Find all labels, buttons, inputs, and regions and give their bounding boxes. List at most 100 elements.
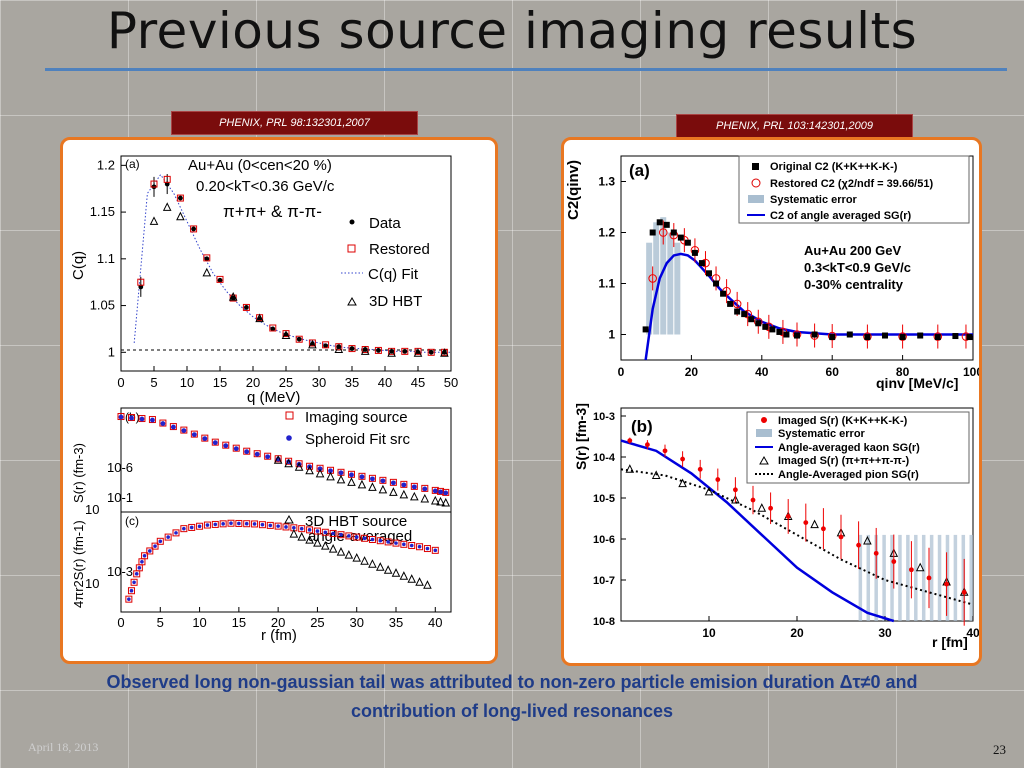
left-c-point-1-8 [352,553,362,562]
right-b-syst-band [898,534,902,621]
left-a-annot-3: π+π+ & π-π- [223,202,322,221]
right-b-imaged-pion-1 [651,470,661,479]
left-a-point-1-6 [216,275,224,283]
left-c-fit-point-27 [299,526,304,531]
right-b-imaged-kaon-13 [856,542,861,548]
left-c-fit-point-20 [244,521,249,526]
right-a-syst-band-2 [660,217,667,335]
left-a-point-1-20 [401,347,409,355]
panel-c-frame [120,511,452,613]
right-b-y-tick-4: 10-7 [593,575,615,587]
right-a-original-24 [846,331,853,338]
left-a-y-tick-2: 1.1 [97,251,115,266]
left-b-point-1-28 [411,484,417,490]
right-b-imaged-kaon-19 [961,589,967,595]
right-b-imaged-kaon-17 [926,575,932,581]
left-c-point-0-36 [368,536,376,543]
left-c-fit-point-3 [134,572,139,576]
slide-page-number: 23 [993,742,1006,757]
right-b-syst-band [890,534,894,621]
left-a-point-3-8 [334,344,344,353]
left-a-point-3-12 [440,348,449,357]
right-b-imaged-pion-2 [678,478,687,488]
left-b-point-0-0 [117,413,125,421]
right-b-syst-band [882,534,886,621]
left-b-point-2-13 [410,491,419,501]
left-c-fit-point-38 [386,540,390,544]
right-figure: (a) Original C2 (K+K++K-K-) Restored C2 … [565,155,983,650]
right-a-ylabel: C2(qinv) [565,160,582,220]
left-a-fit-line [133,173,451,353]
left-c-point-0-22 [258,521,266,529]
right-b-syst-band [953,534,958,621]
left-c-point-0-27 [298,525,306,533]
left-c-fit-point-10 [166,535,170,539]
left-b-point-0-9 [211,438,219,446]
left-a-x-tick-8: 40 [378,375,392,390]
left-reference-label: PHENIX, PRL 98:132301,2007 [171,111,418,135]
right-b-imaged-kaon-9 [785,514,791,519]
right-a-original-7 [691,249,698,256]
left-c-x-tick-5: 25 [310,615,324,630]
left-c-annot-1: 3D HBT source [305,513,407,530]
left-b-point-0-5 [169,423,177,431]
left-b-point-0-10 [222,441,230,449]
left-c-fit-point-32 [339,532,343,537]
left-b-point-1-14 [265,454,271,460]
right-a-restored-8 [732,299,742,309]
left-c-point-1-7 [344,550,354,559]
right-b-imaged-kaon-18 [944,581,949,587]
left-c-point-0-39 [392,539,400,547]
left-b-point-0-11 [232,444,240,452]
right-b-x-tick-0: 10 [702,626,716,640]
left-b-point-0-26 [389,478,397,486]
left-c-fit-point-21 [252,522,257,526]
left-c-point-0-31 [329,529,337,537]
legend-c2-angle-avg: C2 of angle averaged SG(r) [770,210,912,222]
right-panel-a-label: (a) [629,161,650,180]
left-c-x-tick-1: 5 [157,615,164,630]
left-c-point-0-15 [203,521,211,529]
right-a-syst-band-4 [674,242,681,335]
left-c-fit-point-36 [370,537,375,542]
left-a-point-1-18 [374,346,382,354]
left-c-point-0-34 [353,533,361,541]
legend-imaged-kaon-marker [761,417,767,423]
left-b-point-0-13 [253,450,261,458]
left-a-x-tick-4: 20 [246,375,260,390]
left-c-point-0-24 [274,522,282,530]
right-b-syst-band [945,534,950,621]
title-underline [45,68,1007,71]
left-c-point-0-38 [384,538,392,546]
left-c-point-0-35 [361,534,369,542]
left-b-point-2-11 [389,487,398,496]
left-c-point-0-32 [337,531,345,539]
left-b-point-0-29 [421,484,429,492]
right-a-y-tick-0: 1 [608,328,615,342]
slide-caption: Observed long non-gaussian tail was attr… [0,668,1024,726]
right-a-y-tick-2: 1.2 [598,226,615,240]
left-c-fit-point-1 [129,588,134,593]
left-b-point-2-3 [305,465,314,475]
legend-imaging-source-marker [285,411,294,420]
left-c-point-0-12 [180,525,188,533]
left-c-x-tick-4: 20 [271,615,285,630]
left-c-point-1-6 [336,547,346,556]
right-a-original-2 [656,219,663,226]
left-c-point-0-11 [172,529,180,537]
right-a-original-17 [762,323,769,330]
left-b-ytick-1: 10-1 [107,490,133,505]
left-b-point-2-0 [273,455,283,464]
left-b-point-1-3 [150,417,155,423]
left-c-point-0-7 [146,547,154,555]
left-b-point-2-2 [294,462,304,471]
left-c-point-0-21 [251,520,259,528]
right-a-original-0 [642,326,649,333]
left-c-fit-point-28 [307,528,312,532]
right-reference-label: PHENIX, PRL 103:142301,2009 [676,114,913,138]
right-a-y-tick-3: 1.3 [598,175,615,189]
left-c-fit-point-37 [378,538,383,543]
left-a-point-0-18 [376,348,381,353]
right-a-original-6 [684,239,691,246]
left-c-fit-point-29 [315,529,320,533]
